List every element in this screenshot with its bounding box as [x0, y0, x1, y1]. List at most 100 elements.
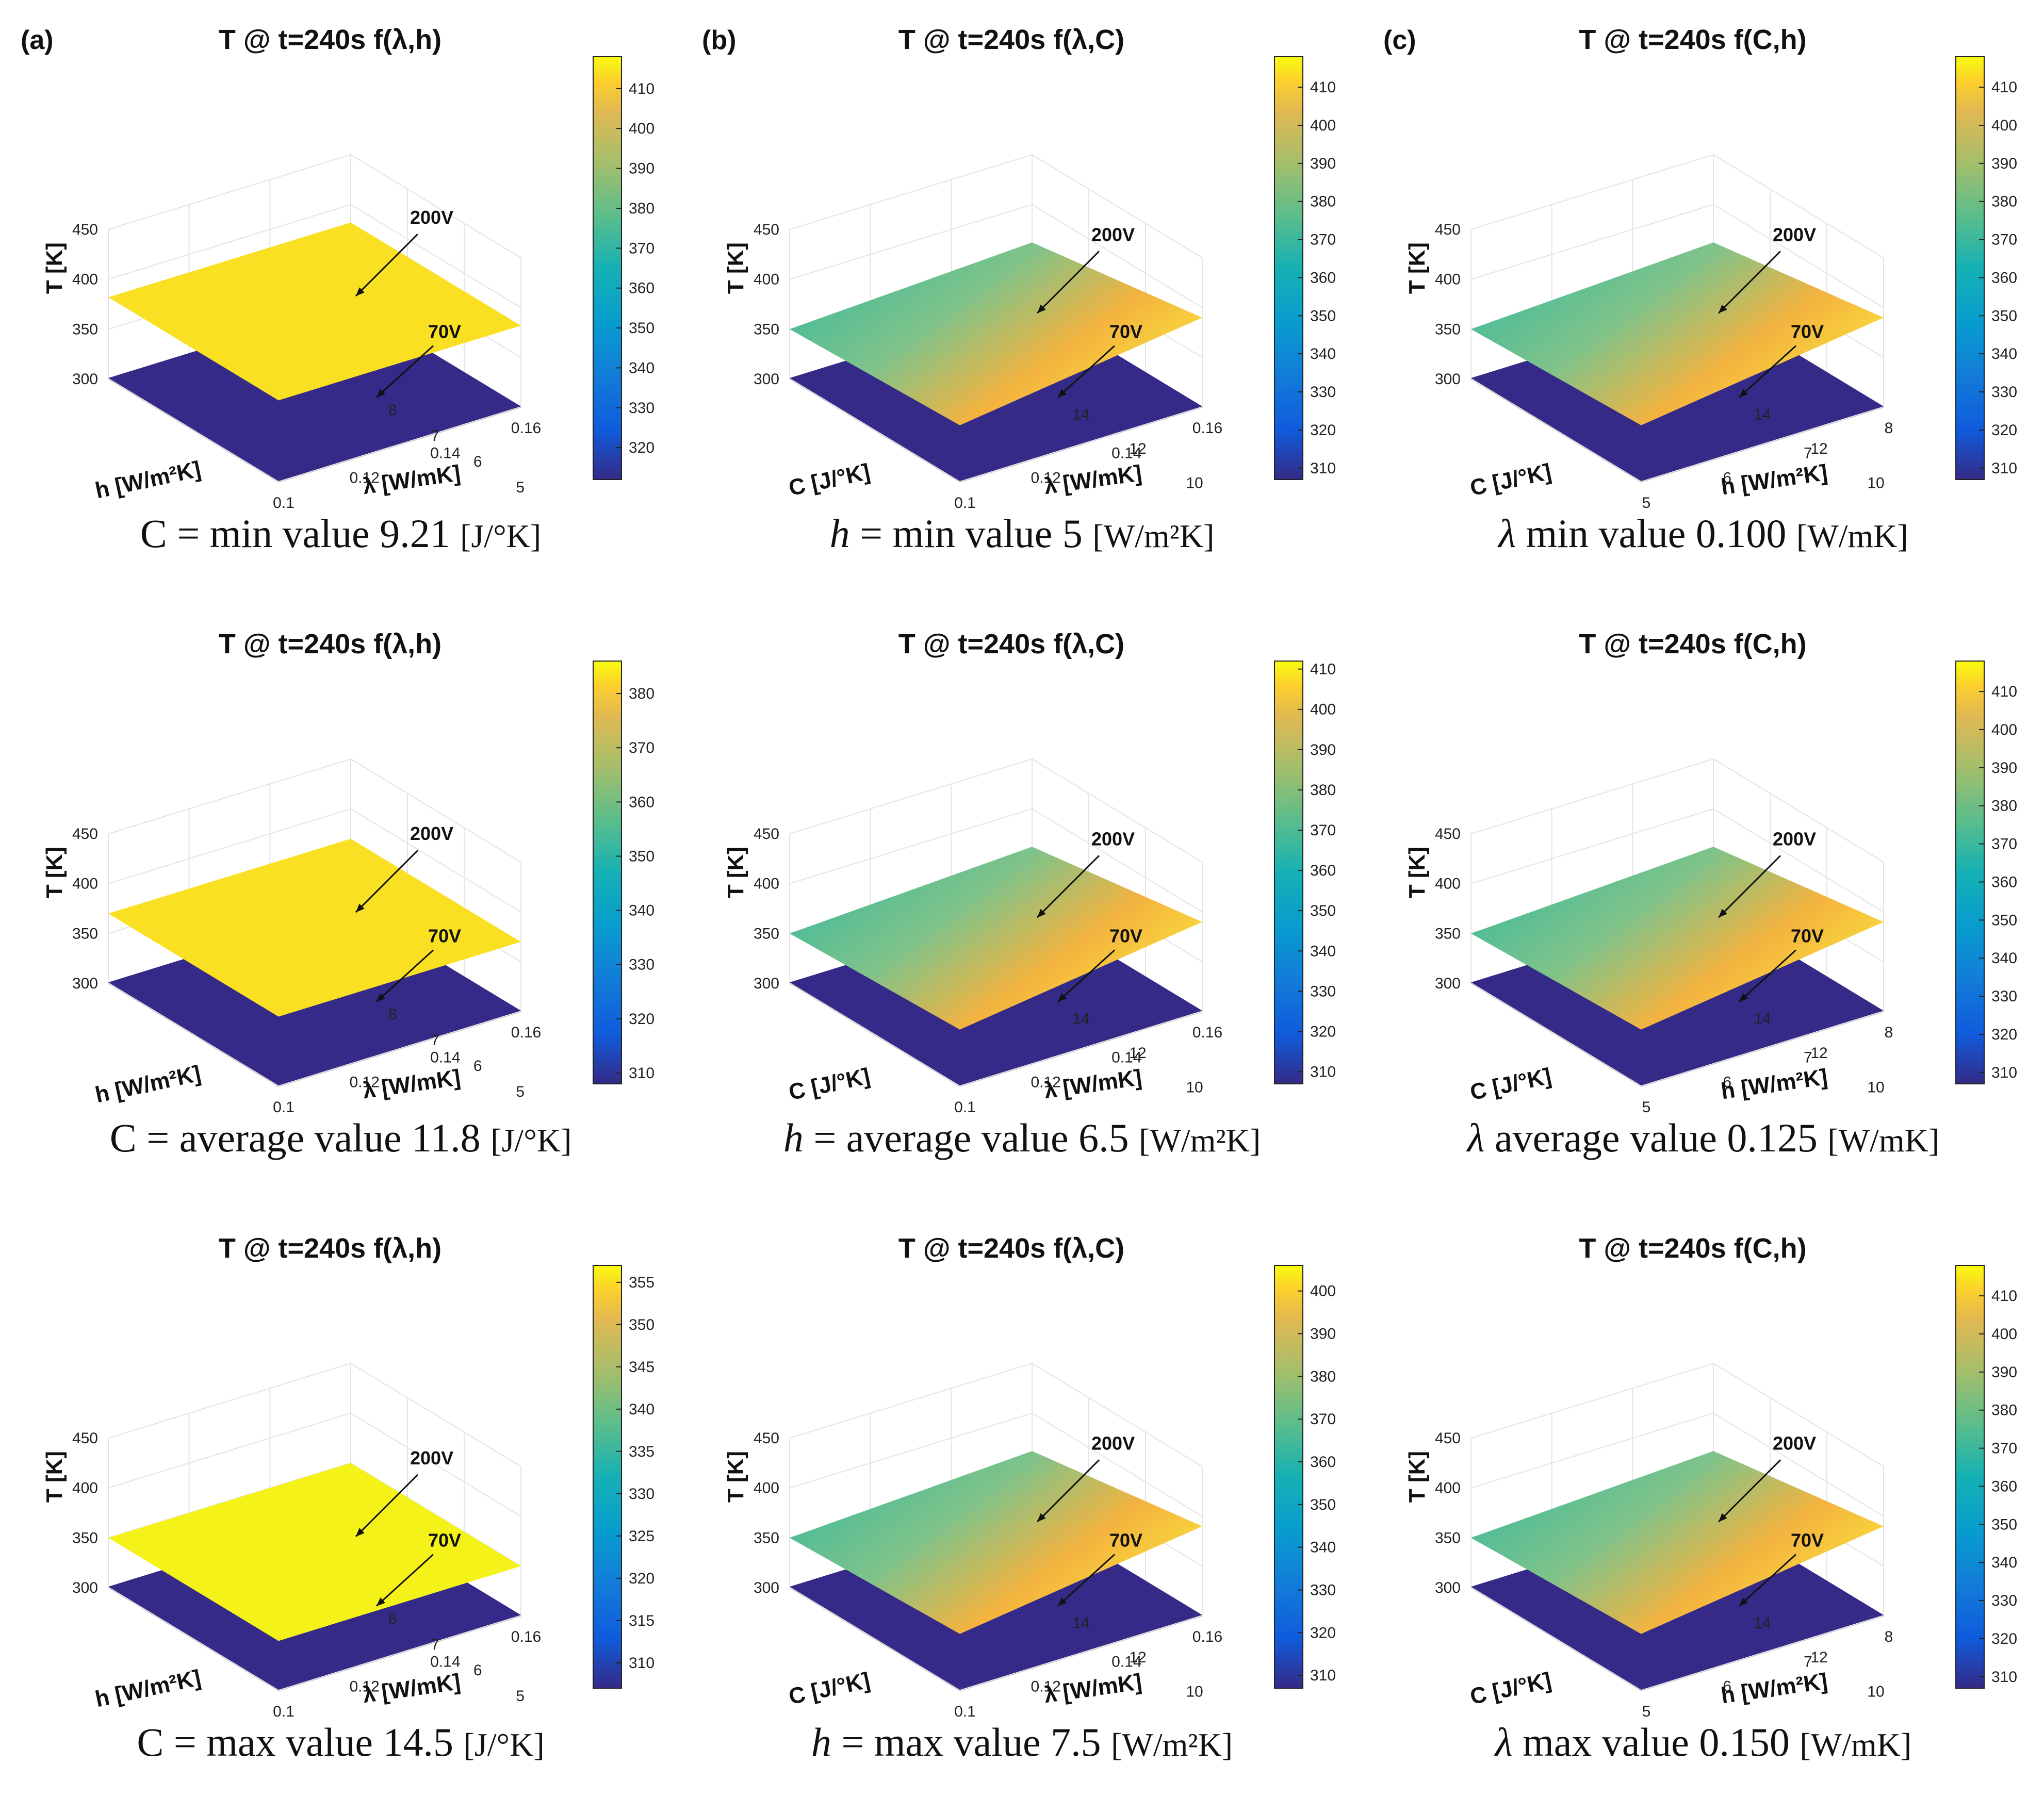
colorbar: [1274, 661, 1303, 1084]
z-tick-label: 400: [1435, 876, 1461, 893]
caption-unit: [W/m²K]: [1139, 1122, 1261, 1159]
left-axis-tick-label: 12: [1129, 440, 1146, 457]
colorbar-tick-label: 390: [1991, 1364, 2017, 1381]
colorbar-tick-label: 340: [1991, 950, 2017, 967]
panel-c2: 200V 70V 300 350 400 450 T [K] 10 12 14 C [J/°K] 5 6…: [1363, 604, 2044, 1209]
caption-variable: λ: [1495, 1720, 1513, 1764]
arrow-200v-head: [1719, 1513, 1727, 1522]
colorbar-tick-label: 310: [1991, 460, 2017, 477]
arrow-70v: [375, 1554, 434, 1607]
panel-b1: 200V 70V 300 350 400 450 T [K] 10 12 14 C [J/°K] 0.…: [681, 0, 1363, 604]
colorbar: [593, 56, 622, 480]
z-tick-label: 400: [72, 1480, 98, 1497]
label-70v: 70V: [1791, 1530, 1824, 1551]
arrow-200v: [355, 1474, 419, 1537]
caption-unit: [W/mK]: [1796, 518, 1908, 554]
z-tick-label: 350: [72, 925, 98, 942]
chart-b3: 200V 70V 300 350 400 450 T [K] 10 12 14 C [J/°K] 0.…: [723, 1233, 1336, 1720]
left-axis-tick-label: 10: [1186, 1684, 1203, 1701]
right-axis-tick-label: 0.16: [1192, 1024, 1222, 1041]
colorbar-tick-label: 355: [629, 1274, 655, 1291]
chart-title: T @ t=240s f(λ,h): [219, 629, 441, 659]
right-axis-label: h [W/m²K]: [1720, 1064, 1829, 1104]
arrow-70v: [1738, 1554, 1797, 1607]
chart-c3: 200V 70V 300 350 400 450 T [K] 10 12 14 C [J/°K] 5 6…: [1404, 1233, 2017, 1720]
left-axis-tick-label: 8: [388, 402, 397, 419]
colorbar-tick-label: 390: [1991, 760, 2017, 777]
t-axis: 300 350 400 450 T [K]: [1404, 1430, 1461, 1596]
left-axis-label: C [J/°K]: [1468, 1063, 1554, 1105]
chart-title: T @ t=240s f(C,h): [1579, 1233, 1806, 1264]
panel-c1: 200V 70V 300 350 400 450 T [K] 10 12 14 C [J/°K] 5 6…: [1363, 0, 2044, 604]
arrow-200v-head: [1037, 1513, 1046, 1522]
left-axis-label: h [W/m²K]: [93, 1061, 203, 1108]
colorbar-tick-label: 320: [1310, 422, 1336, 439]
chart-title: T @ t=240s f(C,h): [1579, 629, 1806, 659]
right-axis-tick-label: 6: [1723, 1678, 1731, 1695]
colorbar-tick-label: 400: [629, 120, 655, 137]
colorbar-tick-label: 370: [1310, 232, 1336, 249]
left-axis-tick-label: 8: [388, 1610, 397, 1627]
colorbar-tick-label: 390: [1310, 155, 1336, 172]
right-axis-tick-label: 0.1: [273, 1703, 295, 1720]
colorbar-tick-label: 370: [1991, 232, 2017, 249]
colorbar-tick-label: 390: [1991, 155, 2017, 172]
arrow-70v-head: [1058, 993, 1067, 1002]
arrow-200v-head: [1719, 909, 1727, 918]
colorbar-tick-label: 340: [629, 902, 655, 919]
caption-text: min value 0.100: [1516, 511, 1796, 556]
label-70v: 70V: [428, 321, 461, 342]
colorbar-tick-label: 310: [629, 1655, 655, 1672]
left-axis-tick-label: 5: [516, 1688, 525, 1705]
z-tick-label: 450: [754, 1430, 779, 1447]
label-200v: 200V: [1773, 224, 1816, 245]
panel-caption: h = min value 5 [W/m²K]: [681, 510, 1363, 557]
z-tick-label: 350: [72, 1529, 98, 1546]
caption-variable: h: [783, 1115, 804, 1160]
colorbar-tick-label: 390: [1310, 741, 1336, 758]
arrow-200v-head: [356, 287, 365, 296]
caption-variable: λ: [1467, 1115, 1485, 1160]
colorbar-tick-label: 370: [629, 240, 655, 257]
colorbar-tick-label: 320: [629, 439, 655, 456]
colorbar-tick-label: 340: [1991, 345, 2017, 362]
colorbar-tick-label: 340: [629, 359, 655, 376]
arrow-70v: [1738, 345, 1797, 398]
caption-text: C = min value 9.21: [140, 511, 461, 556]
right-axis-tick-label: 0.12: [349, 470, 379, 487]
colorbar-tick-label: 390: [1310, 1326, 1336, 1343]
right-axis-tick-label: 0.12: [1031, 470, 1060, 487]
z-axis-label: T [K]: [1404, 1451, 1430, 1503]
caption-text: = average value 6.5: [803, 1115, 1139, 1160]
surface-200v: [108, 222, 521, 401]
left-axis-tick-label: 12: [1129, 1649, 1146, 1666]
label-70v: 70V: [428, 1530, 461, 1551]
z-tick-label: 300: [72, 1579, 98, 1596]
z-tick-label: 400: [72, 271, 98, 288]
colorbar-tick-label: 310: [1310, 1667, 1336, 1684]
colorbar-tick-label: 360: [1991, 873, 2017, 890]
right-axis-tick-label: 5: [1642, 494, 1651, 512]
z-tick-label: 300: [1435, 1579, 1461, 1596]
colorbar-tick-label: 350: [1310, 307, 1336, 324]
right-axis-tick-label: 7: [1804, 444, 1812, 461]
t-axis: 300 350 400 450 T [K]: [723, 1430, 779, 1596]
right-axis-tick-label: 0.16: [511, 1628, 541, 1645]
label-70v: 70V: [1109, 1530, 1142, 1551]
colorbar-tick-label: 310: [1991, 1669, 2017, 1686]
colorbar-tick-label: 370: [1991, 836, 2017, 853]
z-tick-label: 450: [754, 826, 779, 843]
colorbar-tick-label: 370: [1991, 1440, 2017, 1457]
left-axis-tick-label: 12: [1810, 1649, 1827, 1666]
left-axis-tick-label: 6: [473, 1058, 482, 1075]
left-axis-tick-label: 14: [1072, 1010, 1089, 1027]
label-70v: 70V: [1791, 926, 1824, 947]
z-tick-label: 400: [1435, 271, 1461, 288]
label-200v: 200V: [1091, 1432, 1135, 1454]
panel-b3: 200V 70V 300 350 400 450 T [K] 10 12 14 C [J/°K] 0.…: [681, 1209, 1363, 1813]
colorbar-tick-label: 380: [629, 200, 655, 217]
colorbar: [593, 661, 622, 1084]
colorbar-tick-label: 410: [1991, 79, 2017, 96]
right-axis-label: λ [W/mK]: [1042, 1065, 1143, 1103]
colorbar-tick-label: 320: [1310, 1023, 1336, 1040]
